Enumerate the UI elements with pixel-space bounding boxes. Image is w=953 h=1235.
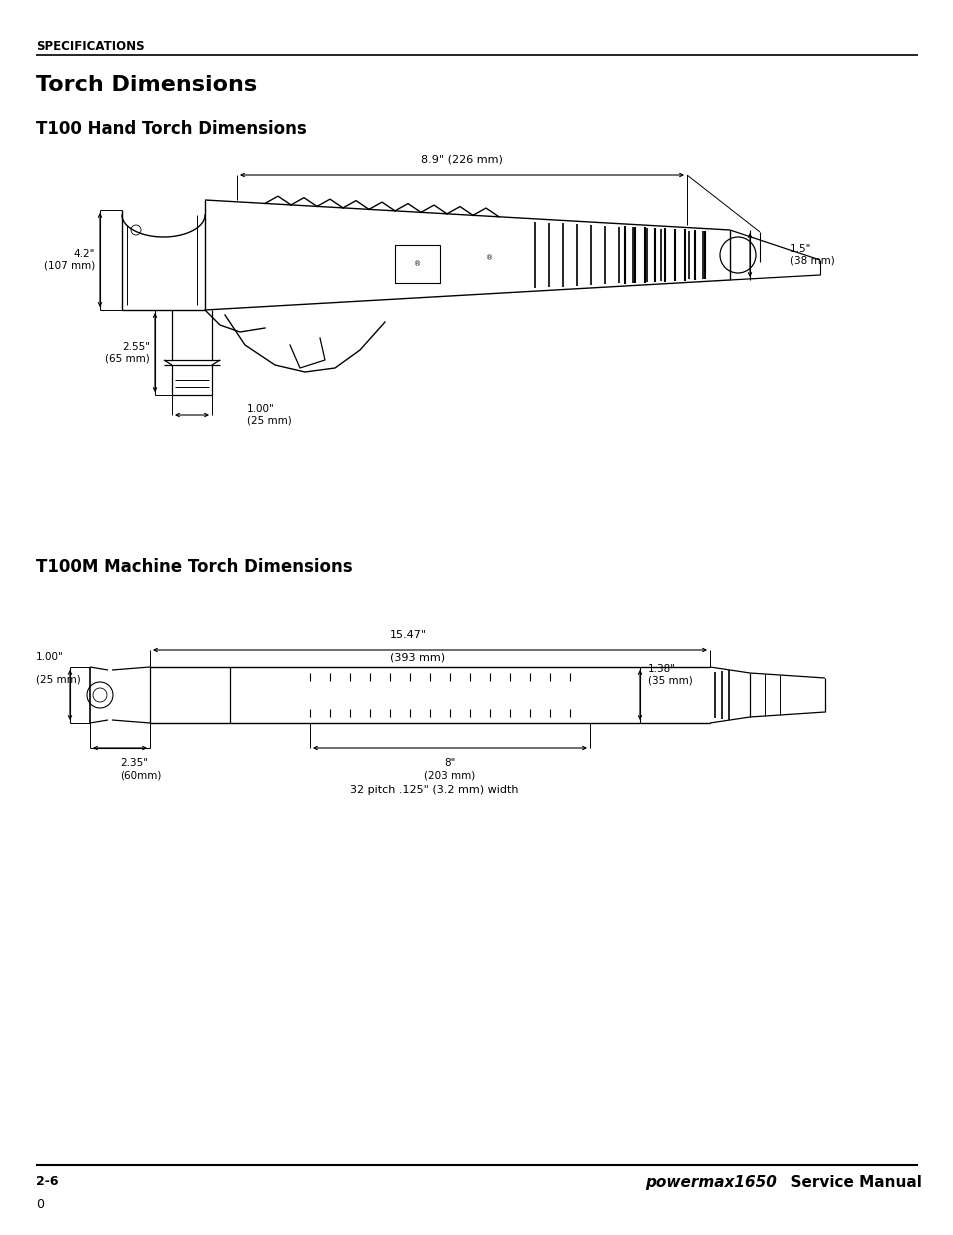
Text: 32 pitch .125" (3.2 mm) width: 32 pitch .125" (3.2 mm) width bbox=[350, 785, 518, 795]
Text: 8": 8" bbox=[444, 758, 456, 768]
Text: 2.55"
(65 mm): 2.55" (65 mm) bbox=[105, 342, 150, 363]
Text: ®: ® bbox=[486, 254, 493, 261]
Text: 1.38"
(35 mm): 1.38" (35 mm) bbox=[647, 664, 692, 685]
Text: 0: 0 bbox=[36, 1198, 44, 1212]
Bar bbox=[395, 245, 439, 283]
Text: 1.5"
(38 mm): 1.5" (38 mm) bbox=[789, 245, 834, 266]
Text: powermax1650: powermax1650 bbox=[644, 1174, 776, 1191]
Text: T100M Machine Torch Dimensions: T100M Machine Torch Dimensions bbox=[36, 558, 353, 576]
Text: Torch Dimensions: Torch Dimensions bbox=[36, 75, 257, 95]
Text: (60mm): (60mm) bbox=[120, 769, 161, 781]
Text: 15.47": 15.47" bbox=[390, 630, 427, 640]
Text: 8.9" (226 mm): 8.9" (226 mm) bbox=[420, 156, 502, 165]
Text: 1.00"
(25 mm): 1.00" (25 mm) bbox=[247, 404, 292, 426]
Text: ®: ® bbox=[414, 261, 420, 267]
Text: 2-6: 2-6 bbox=[36, 1174, 58, 1188]
Text: (25 mm): (25 mm) bbox=[36, 676, 81, 685]
Text: 1.00": 1.00" bbox=[36, 652, 64, 662]
Text: T100 Hand Torch Dimensions: T100 Hand Torch Dimensions bbox=[36, 120, 307, 138]
Text: 4.2"
(107 mm): 4.2" (107 mm) bbox=[44, 249, 95, 270]
Text: (203 mm): (203 mm) bbox=[424, 769, 476, 781]
Text: 2.35": 2.35" bbox=[120, 758, 148, 768]
Text: (393 mm): (393 mm) bbox=[390, 652, 445, 662]
Text: SPECIFICATIONS: SPECIFICATIONS bbox=[36, 40, 145, 53]
Text: Service Manual: Service Manual bbox=[780, 1174, 921, 1191]
